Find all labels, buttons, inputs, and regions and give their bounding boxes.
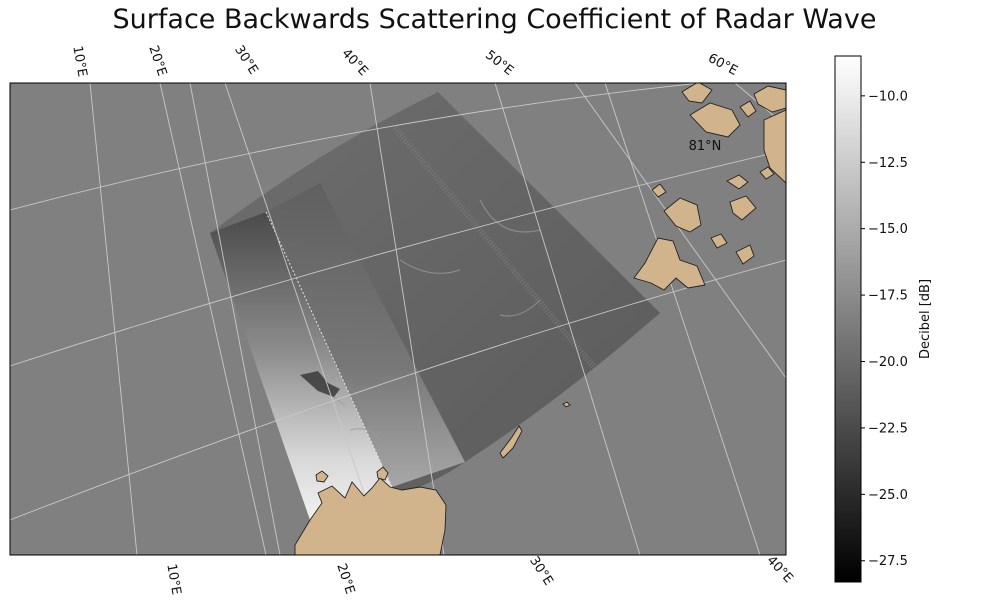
land-franz-josef-5 xyxy=(729,195,757,221)
colorbar-tick-label: −22.5 xyxy=(868,421,908,436)
colorbar-tick-label: −25.0 xyxy=(868,488,908,503)
land-island-small xyxy=(376,466,389,481)
land-franz-josef-11 xyxy=(710,233,728,249)
meridian-line xyxy=(224,83,386,555)
land-islet xyxy=(562,401,571,408)
sar-dark-feature xyxy=(300,371,340,397)
lon-label-bottom: 30°E xyxy=(526,554,556,588)
parallel-line xyxy=(10,259,786,521)
colorbar-label: Decibel [dB] xyxy=(918,279,933,359)
sar-stripe xyxy=(392,126,601,374)
land-kolguev-like xyxy=(499,425,523,459)
meridian-line xyxy=(604,83,761,555)
sar-swath-mid-strip xyxy=(266,183,465,487)
land-franz-josef-6 xyxy=(735,244,755,265)
lon-label-top: 40°E xyxy=(338,46,370,79)
colorbar-tick-label: −10.0 xyxy=(868,89,908,104)
landmasses xyxy=(294,83,786,555)
lon-label-top: 10°E xyxy=(69,45,89,78)
colorbar-gradient xyxy=(834,55,862,583)
land-franz-josef-1 xyxy=(633,237,706,291)
lon-label-bottom: 20°E xyxy=(333,562,357,596)
lon-label-top: 50°E xyxy=(482,48,516,79)
graticule xyxy=(10,83,786,555)
colorbar-ticks: −10.0 −12.5 −15.0 −17.5 −20.0 −22.5 −25.0 −27.5 xyxy=(861,89,908,569)
sar-seam xyxy=(265,211,393,488)
lon-label-top: 60°E xyxy=(705,51,740,79)
lon-label-top: 20°E xyxy=(145,44,169,78)
sar-swath xyxy=(210,92,660,520)
meridian-line xyxy=(189,83,281,555)
meridian-line xyxy=(494,83,641,555)
meridian-line xyxy=(369,83,445,555)
parallel-line xyxy=(10,149,786,367)
sar-swath-bright-strip xyxy=(210,212,392,520)
meridian-line xyxy=(159,83,267,555)
map-title: Surface Backwards Scattering Coefficient… xyxy=(112,4,877,35)
meridian-line xyxy=(574,83,786,379)
map-border xyxy=(9,82,787,556)
colorbar-tick-label: −27.5 xyxy=(868,554,908,569)
colorbar-tick-label: −17.5 xyxy=(868,289,908,304)
parallel-line xyxy=(10,83,701,211)
land-franz-josef-7 xyxy=(763,109,786,184)
meridian-line xyxy=(89,83,138,555)
land-franz-josef-8 xyxy=(753,85,786,113)
colorbar: −10.0 −12.5 −15.0 −17.5 −20.0 −22.5 −25.0 −27.5… xyxy=(834,55,933,583)
colorbar-tick-label: −15.0 xyxy=(868,222,908,237)
lon-label-bottom: 10°E xyxy=(163,563,183,596)
land-franz-josef-13 xyxy=(759,166,775,180)
land-island-small xyxy=(315,470,329,483)
lon-label-top: 30°E xyxy=(231,43,261,77)
land-franz-josef-3 xyxy=(681,83,713,104)
colorbar-tick-label: −20.0 xyxy=(868,355,908,370)
land-franz-josef-12 xyxy=(739,100,757,118)
bottom-lon-labels: 10°E 20°E 30°E 40°E xyxy=(163,553,795,596)
land-franz-josef-4 xyxy=(689,102,741,138)
land-franz-josef-10 xyxy=(651,183,667,198)
top-lon-labels: 10°E 20°E 30°E 40°E 50°E 60°E xyxy=(69,43,740,79)
land-franz-josef-9 xyxy=(726,174,749,190)
lat-label: 81°N xyxy=(689,139,722,154)
lon-label-bottom: 40°E xyxy=(763,553,795,586)
land-franz-josef-2 xyxy=(663,197,702,233)
colorbar-tick-label: −12.5 xyxy=(868,156,908,171)
